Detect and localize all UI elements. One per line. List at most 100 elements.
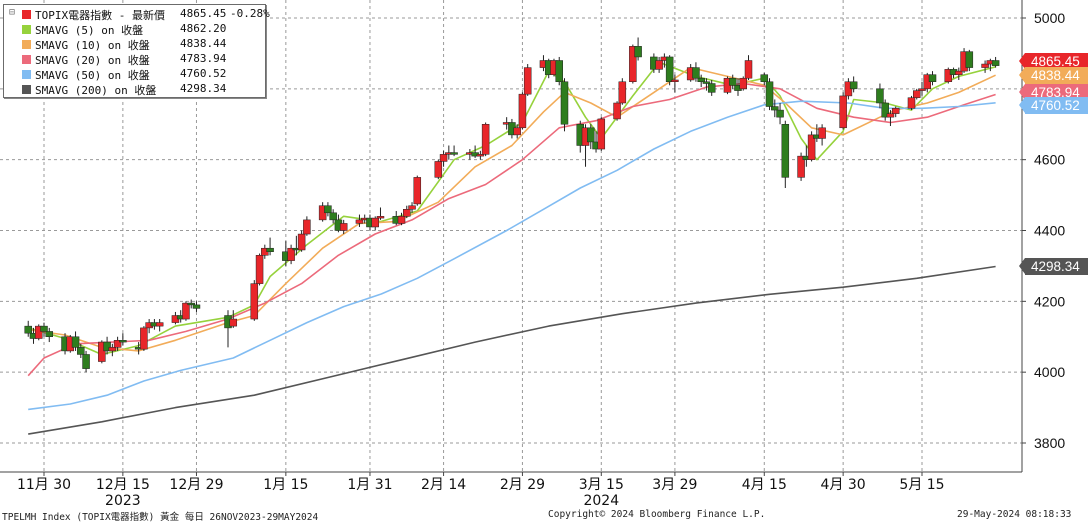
candle-body bbox=[771, 106, 779, 111]
candle-body bbox=[434, 161, 443, 178]
candle-body bbox=[155, 322, 164, 327]
legend-value: 4862.20 bbox=[180, 22, 227, 35]
candle-body bbox=[597, 118, 606, 150]
x-tick-label: 4月 30 bbox=[821, 477, 866, 493]
candle-body bbox=[692, 67, 700, 79]
x-axis-tick-labels: 11月 30 12月 15 12月 29 1月 15 1月 31 2月 14 2月 29 3月… bbox=[17, 477, 945, 509]
candle-body bbox=[303, 219, 311, 235]
candle-body bbox=[119, 340, 127, 343]
candle-body bbox=[108, 347, 117, 352]
chart-legend[interactable]: ⊟ TOPIX電器指數 - 最新價 4865.45 -0.28% SMAVG (… bbox=[3, 4, 270, 98]
x-tick-label: 12月 15 bbox=[96, 477, 150, 493]
last-value-tag: 4865.45 bbox=[1019, 53, 1088, 70]
legend-entry-sma200[interactable]: SMAVG (200) on 收盤 4298.34 bbox=[4, 82, 265, 97]
candle-body bbox=[408, 205, 416, 210]
candle-body bbox=[881, 102, 889, 118]
legend-entry-sma10[interactable]: SMAVG (10) on 收盤 4838.44 bbox=[4, 37, 265, 52]
legend-value: 4783.94 bbox=[180, 52, 227, 65]
y-tick-label: 4200 bbox=[1034, 293, 1065, 309]
candle-body bbox=[113, 340, 122, 348]
candle-body bbox=[229, 318, 238, 327]
legend-swatch bbox=[22, 40, 31, 49]
candle-body bbox=[765, 81, 774, 107]
candle-body bbox=[371, 217, 379, 228]
legend-change: -0.28% bbox=[230, 7, 270, 20]
ma-line bbox=[28, 265, 996, 435]
candle-body bbox=[702, 81, 711, 84]
candle-body bbox=[397, 216, 406, 224]
candle-body bbox=[98, 341, 106, 362]
legend-swatch bbox=[22, 25, 31, 34]
candle-body bbox=[34, 325, 43, 339]
candle-body bbox=[991, 60, 1000, 66]
candle-body bbox=[523, 67, 532, 95]
ma-line bbox=[27, 61, 996, 356]
ma-line bbox=[27, 82, 996, 377]
footer-source: TPELMH Index (TOPIX電器指數) 黃金 每日 26NOV2023… bbox=[2, 512, 319, 523]
ma-line bbox=[28, 100, 996, 411]
y-tick-label: 3800 bbox=[1034, 435, 1065, 451]
x-tick-label: 4月 15 bbox=[742, 477, 787, 493]
y-tick-label: 4400 bbox=[1034, 223, 1065, 239]
candle-body bbox=[339, 223, 348, 231]
x-tick-label: 3月 15 bbox=[579, 477, 624, 493]
candle-body bbox=[955, 70, 963, 75]
candle-body bbox=[886, 113, 895, 118]
candle-body bbox=[918, 88, 926, 91]
candle-body bbox=[255, 255, 264, 284]
candle-body bbox=[481, 124, 490, 155]
candle-body bbox=[671, 79, 679, 82]
candle-body bbox=[629, 46, 637, 82]
candle-body bbox=[187, 302, 195, 306]
x-tick-label: 1月 31 bbox=[347, 477, 392, 493]
candle-body bbox=[77, 347, 85, 355]
candle-body bbox=[818, 127, 826, 139]
footer-timestamp: 29-May-2024 08:18:33 bbox=[957, 509, 1072, 520]
y-tick-label: 5000 bbox=[1034, 10, 1065, 26]
candle-body bbox=[891, 108, 900, 114]
candle-body bbox=[103, 341, 111, 352]
legend-entry-sma50[interactable]: SMAVG (50) on 收盤 4760.52 bbox=[4, 67, 265, 82]
legend-name: TOPIX電器指數 - 最新價 bbox=[35, 9, 165, 22]
candle-body bbox=[928, 74, 937, 82]
legend-swatch bbox=[22, 85, 31, 94]
legend-entry-sma5[interactable]: SMAVG (5) on 收盤 4862.20 bbox=[4, 22, 265, 37]
x-tick-label: 2月 29 bbox=[500, 477, 545, 493]
candle-body bbox=[182, 302, 190, 320]
candle-body bbox=[24, 325, 32, 334]
x-tick-label: 5月 15 bbox=[899, 477, 944, 493]
last-value-tag: 4783.94 bbox=[1019, 84, 1088, 101]
x-year-label: 2024 bbox=[583, 493, 619, 509]
legend-name: SMAVG (50) on 收盤 bbox=[35, 69, 150, 82]
legend-entry-sma20[interactable]: SMAVG (20) on 收盤 4783.94 bbox=[4, 52, 265, 67]
candle-body bbox=[140, 327, 148, 350]
candle-body bbox=[324, 205, 332, 214]
legend-swatch bbox=[22, 10, 31, 19]
candle-body bbox=[450, 152, 458, 155]
candle-body bbox=[634, 46, 642, 58]
candle-body bbox=[376, 216, 385, 219]
last-value-tag: 4838.44 bbox=[1019, 67, 1088, 84]
candle-body bbox=[876, 88, 884, 104]
legend-swatch bbox=[22, 55, 31, 64]
candle-body bbox=[655, 60, 663, 70]
candle-body bbox=[739, 77, 747, 90]
candle-body bbox=[697, 77, 705, 83]
last-value-tag: 4298.34 bbox=[1019, 258, 1088, 275]
x-tick-label: 3月 29 bbox=[652, 477, 697, 493]
candle-body bbox=[849, 81, 858, 90]
legend-collapse-icon[interactable]: ⊟ bbox=[9, 7, 16, 18]
legend-entry-price[interactable]: ⊟ TOPIX電器指數 - 最新價 4865.45 -0.28% bbox=[4, 7, 270, 22]
candle-body bbox=[797, 155, 805, 178]
candle-body bbox=[71, 336, 80, 348]
y-tick-label: 4000 bbox=[1034, 364, 1065, 380]
legend-name: SMAVG (200) on 收盤 bbox=[35, 84, 157, 97]
x-tick-label: 2月 14 bbox=[421, 477, 466, 493]
candle-body bbox=[744, 60, 753, 79]
x-tick-label: 11月 30 bbox=[17, 477, 71, 493]
candle-body bbox=[760, 74, 769, 82]
candle-body bbox=[728, 77, 737, 86]
legend-name: SMAVG (5) on 收盤 bbox=[35, 24, 144, 37]
candle-body bbox=[287, 247, 295, 261]
